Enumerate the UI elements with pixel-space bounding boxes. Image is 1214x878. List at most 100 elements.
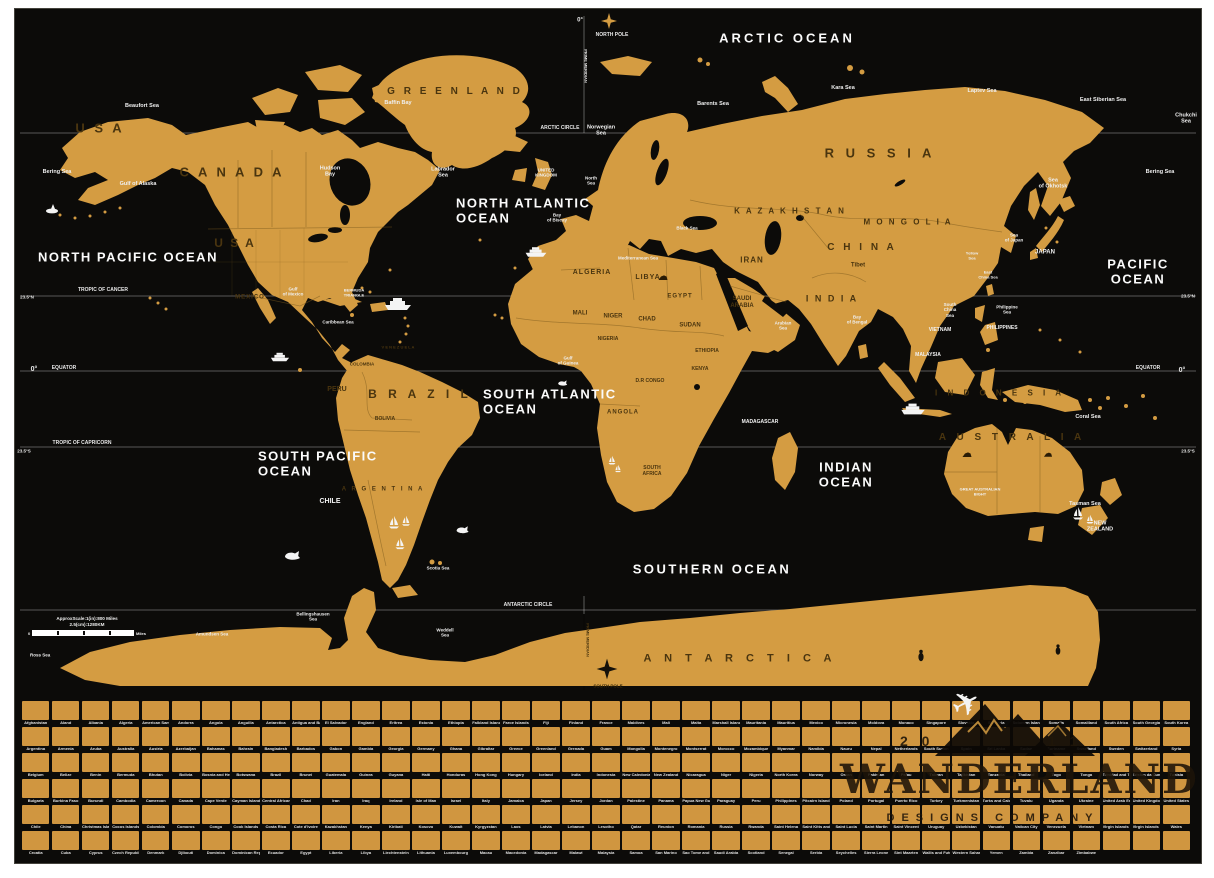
north-pacific-ocean: NORTH PACIFIC OCEAN <box>38 249 218 265</box>
hispaniola <box>370 302 388 312</box>
country-cell-label: Bolivia <box>179 772 193 777</box>
country-cell: Pitcairn Islands <box>802 779 830 805</box>
country-cell-label: Greenland <box>536 746 556 751</box>
scratch-panel <box>22 727 50 746</box>
country-cell-label: Virgin Islands UK <box>1102 824 1130 829</box>
scratch-panel <box>982 805 1010 824</box>
country-cell: Brazil <box>262 753 290 779</box>
country-cell-label: Germany <box>417 746 435 751</box>
country-cell: Western Sahara <box>952 831 980 857</box>
country-cell-label: Japan <box>540 798 552 803</box>
country-cell: Egypt <box>292 831 320 857</box>
country-cell: South Africa <box>1102 701 1130 727</box>
scratch-panel <box>412 779 440 798</box>
country-cell-label: Bahrain <box>238 746 254 751</box>
country-cell-label: Togo <box>1051 772 1061 777</box>
country-cell-label: Syria <box>1171 746 1182 751</box>
scratch-panel <box>622 779 650 798</box>
country-cell-label: Libya <box>360 850 372 855</box>
country-cell: Tuvalu <box>1012 779 1040 805</box>
country-cell-label: Liberia <box>329 850 343 855</box>
country-cell-label: Scotland <box>747 850 765 855</box>
scratch-panel <box>442 753 470 772</box>
country-cell: El Salvador <box>322 701 350 727</box>
country-cell-label: Venezuela <box>1046 824 1066 829</box>
scratch-panel <box>382 831 410 850</box>
country-cell-label: Montserrat <box>685 746 707 751</box>
scratch-panel <box>82 779 110 798</box>
scratch-panel <box>142 805 170 824</box>
country-cell-label: Bhutan <box>148 772 163 777</box>
country-cell-label: Georgia <box>388 746 404 751</box>
country-cell-label: Trinidad and Tobago <box>1102 772 1130 777</box>
country-cell-label: Ukraine <box>1078 798 1094 803</box>
country-label: K A Z A K H S T A N <box>734 206 846 216</box>
country-cell: Dominican Republic <box>232 831 260 857</box>
country-cell-label: San Marino <box>655 850 677 855</box>
country-cell: Malaysia <box>592 831 620 857</box>
country-cell: Jersey <box>562 779 590 805</box>
country-cell: Barbados <box>292 727 320 753</box>
sri-lanka <box>858 344 868 359</box>
sakhalin <box>1028 188 1040 220</box>
scratch-panel <box>352 753 380 772</box>
arabia <box>718 278 800 352</box>
country-cell-label: Poland <box>839 798 853 803</box>
country-label: EGYPT <box>667 293 693 300</box>
scratch-panel <box>442 831 470 850</box>
country-cell-label: Tajikistan <box>957 772 976 777</box>
scratch-panel <box>802 727 830 746</box>
scratch-panel <box>322 727 350 746</box>
scratch-panel <box>232 753 260 772</box>
country-cell: Lesotho <box>592 805 620 831</box>
scratch-panel <box>592 727 620 746</box>
country-cell-label: Sao Tome and Principe <box>682 850 710 855</box>
country-cell-label: Cambodia <box>116 798 136 803</box>
country-cell: Cayman Islands <box>232 779 260 805</box>
country-cell: Gambia <box>352 727 380 753</box>
sea-label: Arabian Sea <box>774 320 792 331</box>
scratch-panel <box>1072 831 1100 850</box>
scratch-panel <box>202 753 230 772</box>
country-cell: Mexico <box>802 701 830 727</box>
country-label: I N D I A <box>805 293 859 304</box>
country-label: ANGOLA <box>607 409 639 416</box>
country-cell-label: Monaco <box>898 720 914 725</box>
country-cell-label: Maldives <box>627 720 645 725</box>
latitude-label: 0° <box>30 365 38 373</box>
country-cell: Tunisia <box>1162 753 1191 779</box>
country-cell-label: Saint Lucia <box>835 824 857 829</box>
country-label: D.R CONGO <box>635 378 665 385</box>
country-cell: Aruba <box>82 727 110 753</box>
country-cell-label: Yemen <box>989 850 1003 855</box>
country-cell: Fiji <box>532 701 560 727</box>
country-cell: Angola <box>202 701 230 727</box>
country-label: PHILIPPINES <box>986 325 1018 332</box>
scratch-panel <box>292 701 320 720</box>
country-cell: Palestine <box>622 779 650 805</box>
country-cell: Saint Kitts and Nevis <box>802 805 830 831</box>
scratch-panel <box>292 779 320 798</box>
country-label: C H I N A <box>827 242 897 254</box>
latitude-label: 0° <box>1178 366 1186 374</box>
scratch-panel <box>682 727 710 746</box>
country-cell: Guatemala <box>322 753 350 779</box>
sea-label: Mediterranean Sea <box>617 255 659 261</box>
country-cell-label: Central African Republic <box>262 798 290 803</box>
scratch-panel <box>802 753 830 772</box>
scratch-panel <box>892 805 920 824</box>
scratch-panel <box>22 831 50 850</box>
scratch-panel <box>832 831 860 850</box>
borneo <box>935 358 975 395</box>
scratch-panel <box>142 727 170 746</box>
country-cell: Isle of Man <box>412 779 440 805</box>
scratch-panel <box>322 831 350 850</box>
scratch-panel <box>502 701 530 720</box>
country-cell-label: Denmark <box>147 850 165 855</box>
latitude-label: ANTARCTIC CIRCLE <box>503 602 553 609</box>
sea-label: Barents Sea <box>697 100 729 107</box>
country-cell-label: Malta <box>690 720 702 725</box>
country-label: MEXICO <box>235 294 265 301</box>
